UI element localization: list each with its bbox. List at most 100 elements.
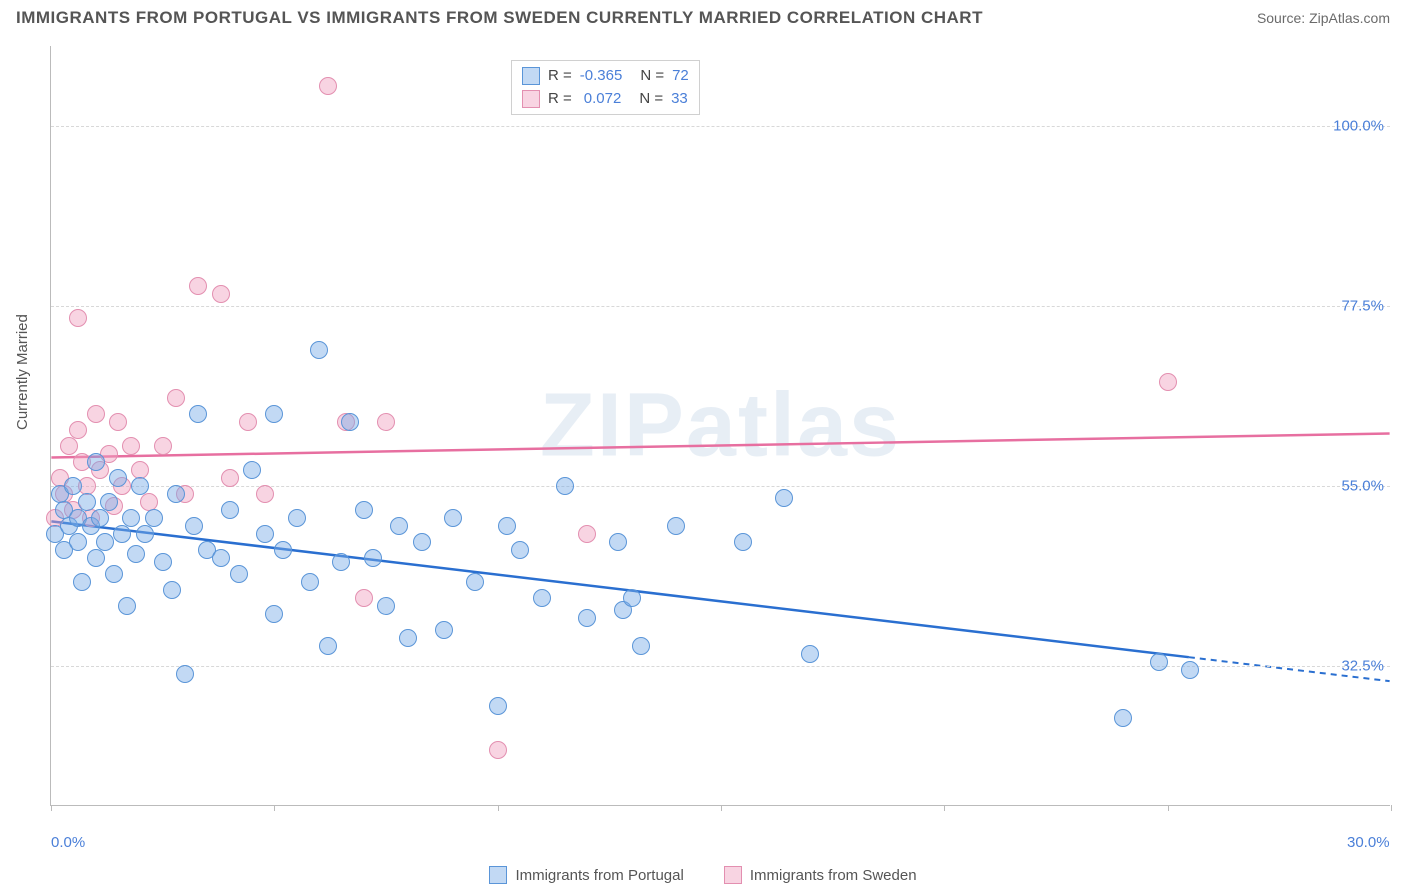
point-portugal: [73, 573, 91, 591]
point-sweden: [122, 437, 140, 455]
point-portugal: [319, 637, 337, 655]
point-portugal: [1114, 709, 1132, 727]
point-portugal: [288, 509, 306, 527]
point-portugal: [377, 597, 395, 615]
point-sweden: [87, 405, 105, 423]
xtick: [944, 805, 945, 811]
point-portugal: [332, 553, 350, 571]
ytick-label: 32.5%: [1341, 658, 1384, 675]
point-portugal: [96, 533, 114, 551]
point-portugal: [556, 477, 574, 495]
legend-label-sweden: Immigrants from Sweden: [750, 867, 917, 884]
swatch-sweden: [724, 866, 742, 884]
point-sweden: [355, 589, 373, 607]
point-sweden: [189, 277, 207, 295]
point-portugal: [1150, 653, 1168, 671]
point-portugal: [100, 493, 118, 511]
watermark: ZIPatlas: [540, 374, 901, 477]
legend-item-sweden: Immigrants from Sweden: [724, 866, 917, 884]
point-portugal: [185, 517, 203, 535]
point-sweden: [69, 309, 87, 327]
point-portugal: [243, 461, 261, 479]
gridline: [51, 306, 1390, 307]
swatch-portugal: [489, 866, 507, 884]
r-value-sweden: 0.072: [584, 88, 622, 111]
stats-row-sweden: R = 0.072 N = 33: [522, 88, 689, 111]
n-label: N =: [639, 88, 663, 111]
point-portugal: [109, 469, 127, 487]
point-portugal: [775, 489, 793, 507]
r-value-portugal: -0.365: [580, 65, 623, 88]
gridline: [51, 486, 1390, 487]
point-portugal: [435, 621, 453, 639]
point-portugal: [167, 485, 185, 503]
point-portugal: [78, 493, 96, 511]
legend-item-portugal: Immigrants from Portugal: [489, 866, 683, 884]
point-sweden: [578, 525, 596, 543]
point-portugal: [498, 517, 516, 535]
source-label: Source: ZipAtlas.com: [1257, 10, 1390, 26]
legend-label-portugal: Immigrants from Portugal: [515, 867, 683, 884]
point-portugal: [667, 517, 685, 535]
point-portugal: [64, 477, 82, 495]
point-portugal: [310, 341, 328, 359]
point-portugal: [105, 565, 123, 583]
point-portugal: [341, 413, 359, 431]
y-axis-label: Currently Married: [14, 314, 31, 430]
point-portugal: [609, 533, 627, 551]
point-portugal: [390, 517, 408, 535]
chart-plot-area: ZIPatlas R = -0.365 N = 72 R = 0.072 N =…: [50, 46, 1390, 806]
point-portugal: [801, 645, 819, 663]
r-label: R =: [548, 65, 572, 88]
xtick: [274, 805, 275, 811]
point-portugal: [87, 453, 105, 471]
xtick-label: 30.0%: [1347, 834, 1390, 851]
point-portugal: [145, 509, 163, 527]
point-sweden: [154, 437, 172, 455]
point-portugal: [265, 405, 283, 423]
ytick-label: 100.0%: [1333, 118, 1384, 135]
point-portugal: [734, 533, 752, 551]
point-portugal: [399, 629, 417, 647]
point-sweden: [69, 421, 87, 439]
point-sweden: [239, 413, 257, 431]
point-portugal: [533, 589, 551, 607]
ytick-label: 55.0%: [1341, 478, 1384, 495]
chart-title: IMMIGRANTS FROM PORTUGAL VS IMMIGRANTS F…: [16, 8, 983, 28]
point-sweden: [256, 485, 274, 503]
point-portugal: [265, 605, 283, 623]
point-portugal: [1181, 661, 1199, 679]
xtick: [721, 805, 722, 811]
point-portugal: [189, 405, 207, 423]
point-sweden: [212, 285, 230, 303]
point-portugal: [69, 533, 87, 551]
point-sweden: [319, 77, 337, 95]
point-portugal: [578, 609, 596, 627]
point-sweden: [377, 413, 395, 431]
stats-row-portugal: R = -0.365 N = 72: [522, 65, 689, 88]
r-label: R =: [548, 88, 572, 111]
point-sweden: [1159, 373, 1177, 391]
point-portugal: [163, 581, 181, 599]
xtick-label: 0.0%: [51, 834, 85, 851]
point-portugal: [511, 541, 529, 559]
point-portugal: [274, 541, 292, 559]
point-portugal: [221, 501, 239, 519]
point-sweden: [221, 469, 239, 487]
n-value-sweden: 33: [671, 88, 688, 111]
point-portugal: [230, 565, 248, 583]
swatch-portugal: [522, 67, 540, 85]
point-portugal: [256, 525, 274, 543]
point-sweden: [109, 413, 127, 431]
point-portugal: [364, 549, 382, 567]
point-portugal: [466, 573, 484, 591]
point-portugal: [444, 509, 462, 527]
point-portugal: [136, 525, 154, 543]
point-sweden: [60, 437, 78, 455]
point-portugal: [212, 549, 230, 567]
point-portugal: [413, 533, 431, 551]
gridline: [51, 126, 1390, 127]
point-portugal: [489, 697, 507, 715]
series-legend: Immigrants from Portugal Immigrants from…: [0, 866, 1406, 884]
point-portugal: [122, 509, 140, 527]
